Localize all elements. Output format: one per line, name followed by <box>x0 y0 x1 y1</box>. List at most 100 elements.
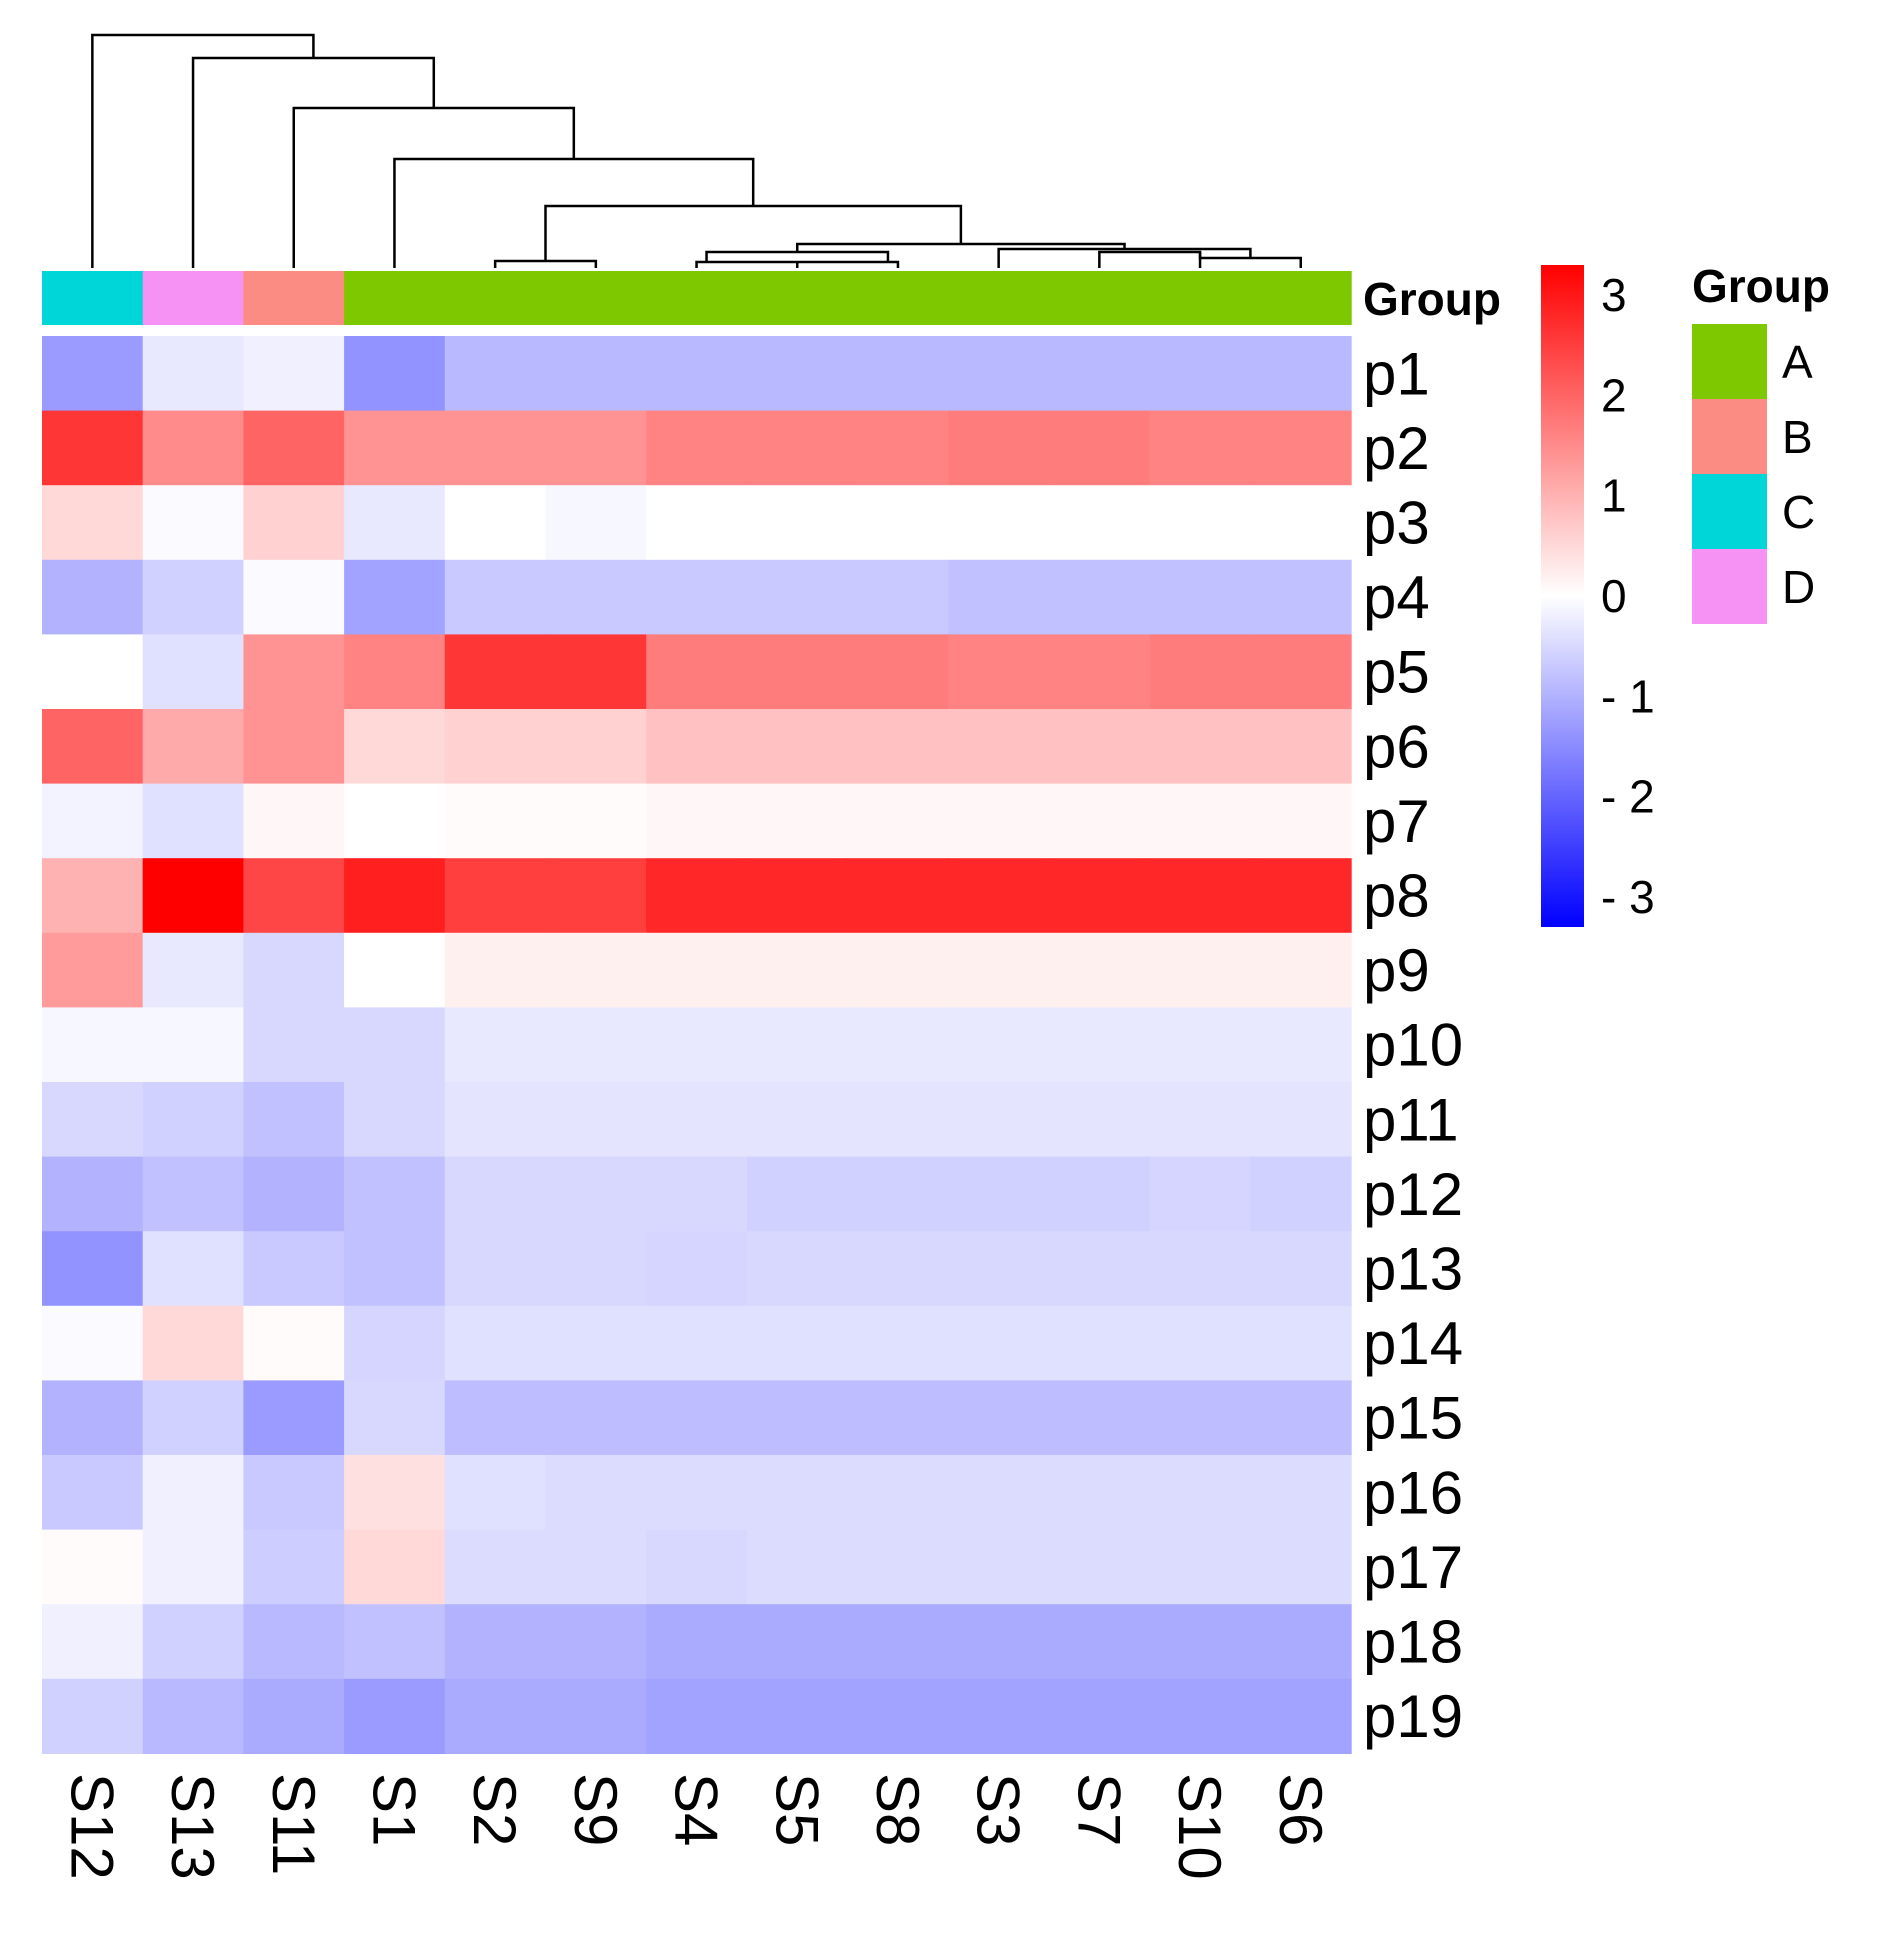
heatmap-cell-p6-S8 <box>847 709 949 785</box>
heatmap-cell-p16-S6 <box>1250 1455 1352 1531</box>
heatmap-cell-p5-S6 <box>1250 634 1352 710</box>
heatmap-cell-p12-S2 <box>444 1156 547 1232</box>
heatmap-cell-p10-S9 <box>545 1007 647 1083</box>
heatmap-cell-p4-S5 <box>746 559 849 635</box>
colorbar-tick-label: 2 <box>1601 369 1627 421</box>
heatmap-cell-p8-S2 <box>444 858 547 934</box>
heatmap-cell-p16-S11 <box>243 1455 345 1531</box>
heatmap-cell-p1-S4 <box>646 336 748 412</box>
annotation-cell-S2 <box>444 271 547 325</box>
heatmap-cell-p8-S4 <box>646 858 748 934</box>
heatmap-cell-p18-S8 <box>847 1604 949 1680</box>
row-labels: p1 p2 p3 p4 p5 p6 p7 p8 p9 p10 p11 p12 p13 p14 p15 p16 p… <box>1363 340 1463 1750</box>
heatmap-cell-p10-S2 <box>444 1007 547 1083</box>
annotation-cell-S10 <box>1149 271 1251 325</box>
heatmap-cell-p16-S10 <box>1149 1455 1251 1531</box>
heatmap-cell-p19-S9 <box>545 1678 647 1754</box>
heatmap-cell-p11-S13 <box>142 1082 244 1158</box>
heatmap-cell-p18-S5 <box>746 1604 849 1680</box>
heatmap-cell-p6-S3 <box>948 709 1050 785</box>
heatmap-cell-p4-S3 <box>948 559 1050 635</box>
column-label-S12: S12 <box>58 1773 125 1880</box>
heatmap-cell-p8-S5 <box>746 858 849 934</box>
heatmap-cell-p2-S10 <box>1149 410 1251 486</box>
row-label-p7: p7 <box>1363 788 1430 855</box>
column-label-S6: S6 <box>1267 1773 1334 1846</box>
heatmap-cell-p17-S13 <box>142 1529 244 1605</box>
heatmap-cell-p13-S10 <box>1149 1231 1251 1307</box>
heatmap-cell-p6-S12 <box>42 709 144 785</box>
legend-title: Group <box>1692 260 1830 312</box>
heatmap-cell-p5-S1 <box>344 634 446 710</box>
heatmap-cell-p5-S13 <box>142 634 244 710</box>
heatmap-cell-p3-S13 <box>142 485 244 561</box>
heatmap-cell-p16-S1 <box>344 1455 446 1531</box>
heatmap-cell-p11-S8 <box>847 1082 949 1158</box>
heatmap-cell-p12-S3 <box>948 1156 1050 1232</box>
heatmap-cell-p10-S4 <box>646 1007 748 1083</box>
heatmap-cell-p10-S7 <box>1049 1007 1151 1083</box>
heatmap-cell-p19-S10 <box>1149 1678 1251 1754</box>
heatmap-cell-p3-S2 <box>444 485 547 561</box>
heatmap-cell-p16-S8 <box>847 1455 949 1531</box>
heatmap-cell-p16-S13 <box>142 1455 244 1531</box>
row-label-p9: p9 <box>1363 937 1430 1004</box>
annotation-cell-S3 <box>948 271 1050 325</box>
heatmap-cell-p14-S5 <box>746 1305 849 1381</box>
column-label-S11: S11 <box>260 1773 327 1875</box>
dendrogram-branch <box>493 259 598 268</box>
row-label-p11: p11 <box>1363 1086 1459 1153</box>
heatmap-cell-p7-S7 <box>1049 783 1151 859</box>
heatmap-cell-p7-S2 <box>444 783 547 859</box>
heatmap-cell-p10-S11 <box>243 1007 345 1083</box>
heatmap-cell-p4-S7 <box>1049 559 1151 635</box>
heatmap-cell-p12-S7 <box>1049 1156 1151 1232</box>
heatmap-cell-p9-S10 <box>1149 932 1251 1008</box>
heatmap-cell-p13-S6 <box>1250 1231 1352 1307</box>
heatmap-cell-p1-S12 <box>42 336 144 412</box>
heatmap-cell-p17-S4 <box>646 1529 748 1605</box>
heatmap-cell-p15-S1 <box>344 1380 446 1456</box>
heatmap-cell-p11-S4 <box>646 1082 748 1158</box>
heatmap-cell-p9-S2 <box>444 932 547 1008</box>
heatmap-cell-p17-S9 <box>545 1529 647 1605</box>
heatmap-cell-p7-S4 <box>646 783 748 859</box>
heatmap-cell-p2-S11 <box>243 410 345 486</box>
heatmap-cell-p5-S11 <box>243 634 345 710</box>
heatmap-cell-p17-S2 <box>444 1529 547 1605</box>
heatmap-cell-p6-S6 <box>1250 709 1352 785</box>
colorbar-ticks: 3 2 1 0 - 1 - 2 - 3 <box>1584 269 1655 923</box>
heatmap-cell-p8-S8 <box>847 858 949 934</box>
legend-swatch-C <box>1692 474 1767 549</box>
heatmap-cell-p16-S7 <box>1049 1455 1151 1531</box>
heatmap-cell-p4-S2 <box>444 559 547 635</box>
row-label-p12: p12 <box>1363 1161 1463 1228</box>
heatmap-cell-p9-S8 <box>847 932 949 1008</box>
heatmap-cell-p5-S7 <box>1049 634 1151 710</box>
heatmap-cell-p7-S12 <box>42 783 144 859</box>
annotation-cell-S5 <box>746 271 849 325</box>
heatmap-cell-p4-S8 <box>847 559 949 635</box>
heatmap-cell-p9-S6 <box>1250 932 1352 1008</box>
heatmap-cell-p2-S1 <box>344 410 446 486</box>
heatmap-cell-p18-S11 <box>243 1604 345 1680</box>
heatmap-cell-p8-S11 <box>243 858 345 934</box>
heatmap-cell-p3-S11 <box>243 485 345 561</box>
heatmap-cell-p15-S8 <box>847 1380 949 1456</box>
heatmap-cell-p11-S6 <box>1250 1082 1352 1158</box>
heatmap-cell-p14-S9 <box>545 1305 647 1381</box>
heatmap-cell-p14-S4 <box>646 1305 748 1381</box>
heatmap-cell-p19-S7 <box>1049 1678 1151 1754</box>
heatmap-cell-p10-S12 <box>42 1007 144 1083</box>
row-label-p14: p14 <box>1363 1310 1463 1377</box>
heatmap-cell-p1-S13 <box>142 336 244 412</box>
annotation-cell-S9 <box>545 271 647 325</box>
legend-label-B: B <box>1782 411 1813 463</box>
heatmap-cell-p12-S1 <box>344 1156 446 1232</box>
heatmap-cell-p10-S10 <box>1149 1007 1251 1083</box>
legend-label-C: C <box>1782 486 1815 538</box>
heatmap-cell-p11-S5 <box>746 1082 849 1158</box>
row-label-p18: p18 <box>1363 1609 1463 1676</box>
legend-label-D: D <box>1782 561 1815 613</box>
